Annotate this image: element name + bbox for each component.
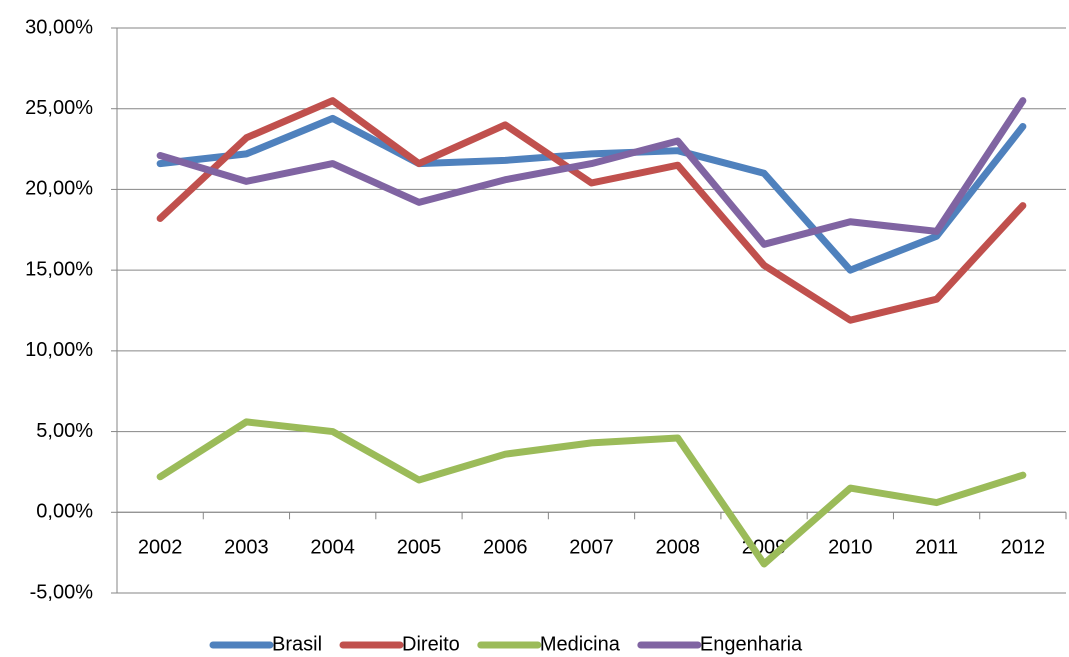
y-tick-label: 5,00% [36,420,93,442]
y-tick-label: 20,00% [25,178,93,200]
series-line [156,97,1027,324]
series-line [156,418,1027,568]
series-line [156,97,1027,248]
x-tick-label: 2002 [138,537,183,559]
legend-label: Engenharia [700,633,803,655]
x-tick-label: 2005 [397,537,442,559]
x-tick-label: 2004 [310,537,355,559]
x-tick-label: 2010 [828,537,873,559]
y-tick-label: 10,00% [25,339,93,361]
y-tick-label: 15,00% [25,258,93,280]
x-tick-label: 2012 [1001,537,1046,559]
x-tick-label: 2008 [656,537,701,559]
x-tick-label: 2003 [224,537,269,559]
y-tick-label: 30,00% [25,16,93,38]
legend-label: Direito [402,633,460,655]
x-tick-label: 2011 [915,537,958,559]
x-tick-label: 2007 [569,537,614,559]
series-line [156,114,1027,274]
x-tick-label: 2006 [483,537,528,559]
y-tick-label: -5,00% [30,581,94,603]
y-tick-label: 25,00% [25,97,93,119]
y-tick-label: 0,00% [36,501,93,523]
legend-label: Brasil [272,633,322,655]
legend-label: Medicina [540,633,621,655]
